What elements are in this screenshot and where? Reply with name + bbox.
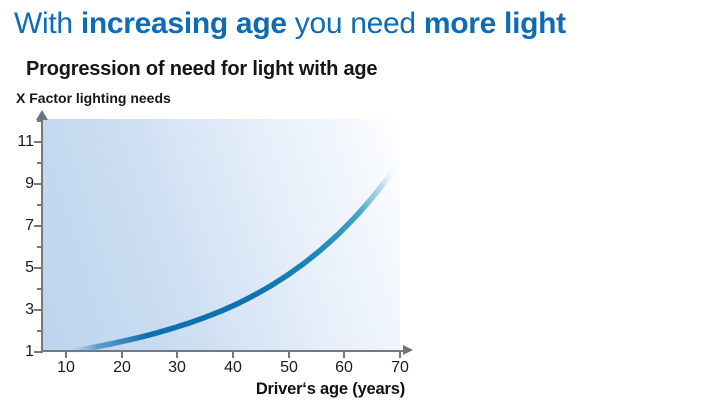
x-axis-line — [41, 350, 405, 352]
y-tick-label: 7 — [25, 217, 34, 234]
y-tick-label: 1 — [25, 343, 34, 360]
y-tick-mark — [34, 141, 42, 143]
x-tick-mark — [65, 352, 67, 358]
chart-title: Progression of need for light with age — [26, 58, 378, 80]
x-tick-mark — [343, 352, 345, 358]
need-curve-path — [68, 162, 400, 354]
y-minor-tick-mark — [37, 120, 42, 122]
x-tick-mark — [399, 352, 401, 358]
title-segment-emphasis: more light — [423, 7, 566, 40]
y-tick-label: 9 — [25, 175, 34, 192]
y-axis-title: X Factor lighting needs — [16, 90, 171, 106]
y-axis-line — [41, 119, 43, 353]
y-tick-label: 5 — [25, 259, 34, 276]
y-tick-label: 11 — [17, 133, 34, 150]
x-tick-label: 20 — [113, 359, 131, 376]
title-segment: With — [14, 7, 81, 40]
y-tick-mark — [34, 351, 42, 353]
y-tick-label: 3 — [25, 301, 34, 318]
x-tick-label: 60 — [335, 359, 353, 376]
title-segment: you need — [286, 7, 424, 40]
title-segment-emphasis: increasing age — [80, 7, 287, 40]
y-axis-arrow-icon — [36, 110, 48, 120]
y-minor-tick-mark — [37, 246, 42, 248]
y-minor-tick-mark — [37, 204, 42, 206]
need-curve — [68, 162, 400, 354]
x-tick-label: 40 — [224, 359, 242, 376]
y-tick-mark — [34, 267, 42, 269]
x-tick-mark — [121, 352, 123, 358]
x-axis-arrow-icon — [403, 345, 413, 355]
x-axis-title: Driver‘s age (years) — [255, 380, 405, 398]
x-tick-label: 30 — [168, 359, 186, 376]
y-minor-tick-mark — [37, 330, 42, 332]
y-minor-tick-mark — [37, 288, 42, 290]
x-tick-label: 10 — [57, 359, 75, 376]
plot-area — [43, 119, 400, 354]
y-minor-tick-mark — [37, 162, 42, 164]
y-tick-mark — [34, 183, 42, 185]
x-tick-label: 50 — [280, 359, 298, 376]
x-tick-mark — [288, 352, 290, 358]
y-tick-mark — [34, 225, 42, 227]
page-title: With increasing age you need more light — [14, 6, 566, 42]
x-tick-mark — [232, 352, 234, 358]
y-tick-mark — [34, 309, 42, 311]
x-tick-mark — [176, 352, 178, 358]
x-tick-label: 70 — [391, 359, 409, 376]
